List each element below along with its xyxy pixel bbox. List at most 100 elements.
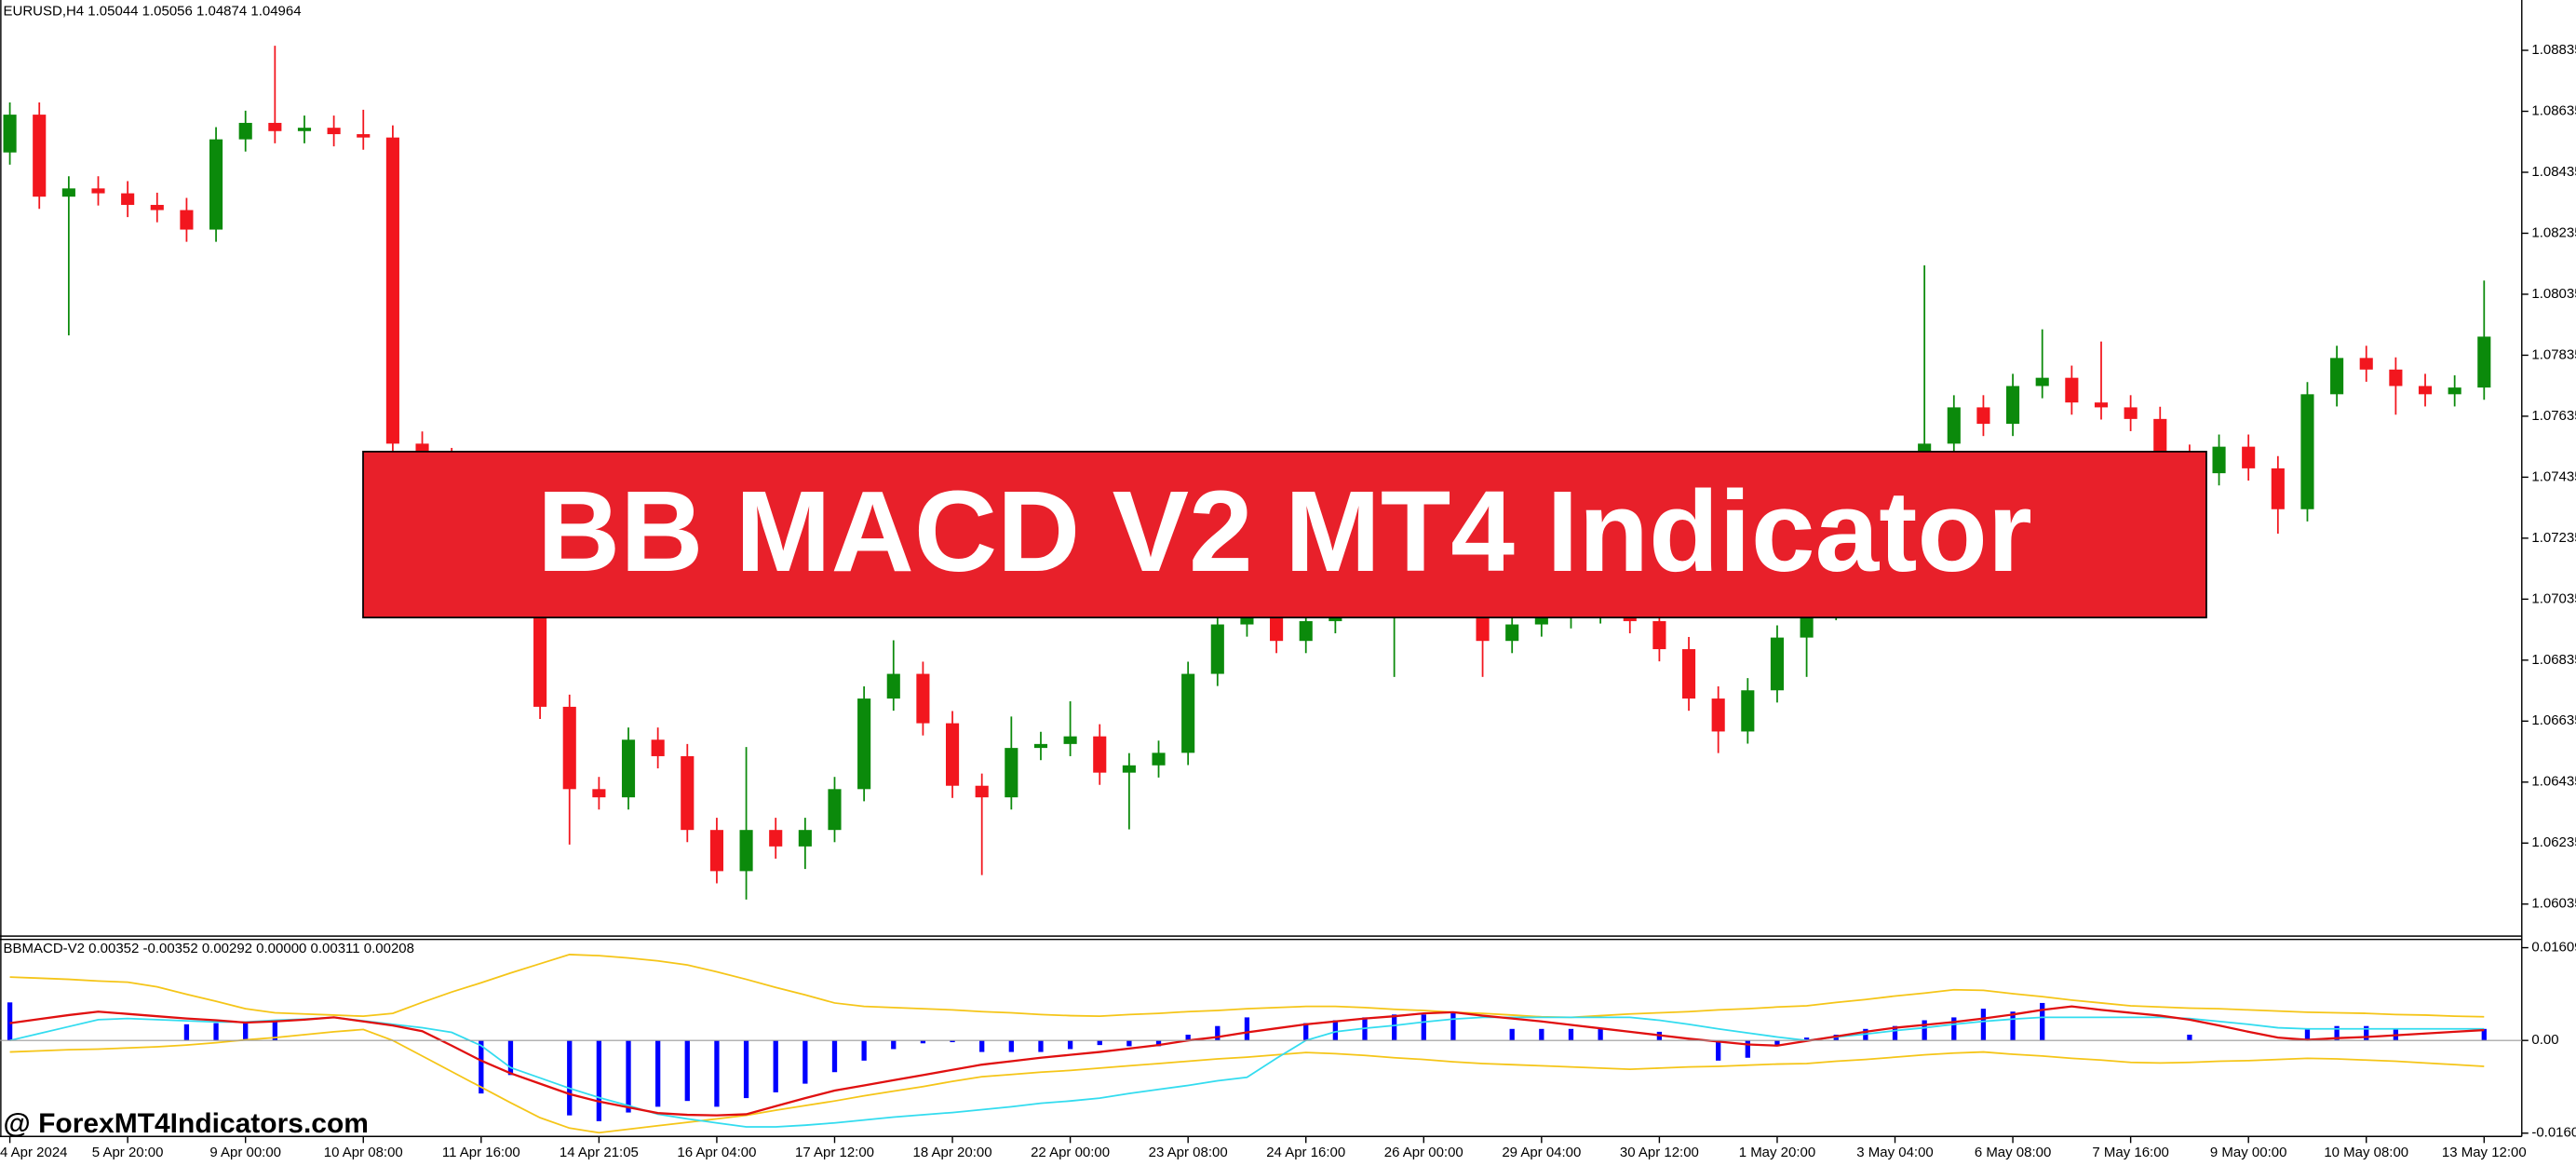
x-tick-label: 9 Apr 00:00 [209,1145,281,1160]
histogram-bar [1745,1040,1750,1058]
candle-body [945,723,960,786]
candle-body [1210,624,1224,674]
histogram-bar [861,1040,867,1061]
candle-body [2094,402,2109,408]
candle-body [2035,377,2049,386]
candle-body [91,188,105,194]
candle-body [1741,690,1755,732]
histogram-bar [1450,1011,1456,1041]
candle-body [2389,369,2403,386]
candle-body [327,128,341,135]
histogram-bar [1922,1020,1927,1041]
candle-body [2065,377,2079,403]
histogram-bar [1509,1028,1515,1041]
y-tick-label: 0.00 [2531,1032,2558,1048]
histogram-bar [1391,1014,1397,1041]
candle-body [2242,446,2256,468]
x-tick-label: 10 May 08:00 [2324,1145,2408,1160]
x-tick-label: 16 Apr 04:00 [677,1145,756,1160]
y-tick-label: 1.08835 [2531,42,2576,58]
candle-body [533,591,547,707]
histogram-bar [1598,1028,1603,1041]
candle-body [2006,386,2020,425]
indicator-title: BBMACD-V2 0.00352 -0.00352 0.00292 0.000… [4,941,414,956]
candle-body [1093,736,1107,773]
indicator-line [9,1028,2485,1134]
histogram-bar [950,1040,955,1043]
candle-body [651,739,665,756]
histogram-bar [1951,1017,1957,1041]
histogram-bar [2364,1025,2369,1041]
banner [362,451,2207,618]
y-tick-label: 1.06635 [2531,712,2576,728]
candle-body [1005,748,1018,798]
candle-body [1505,624,1519,642]
histogram-bar [714,1040,720,1107]
x-tick-label: 6 May 08:00 [1975,1145,2051,1160]
candle-body [1652,620,1666,650]
histogram-bar [1126,1040,1132,1047]
candle-body [3,115,17,153]
histogram-bar [2304,1028,2311,1041]
candle-body [33,115,47,197]
candle-body [2153,418,2167,457]
candle-body [886,673,900,699]
x-tick-label: 4 Apr 2024 [0,1145,68,1160]
candle-body [385,137,399,444]
indicator-line [9,954,2485,1019]
histogram-bar [2481,1028,2487,1041]
x-tick-label: 18 Apr 20:00 [913,1145,992,1160]
histogram-bar [743,1040,749,1099]
candle-body [1063,736,1077,744]
x-tick-label: 7 May 16:00 [2092,1145,2168,1160]
indicator-line [9,1005,2485,1117]
histogram-bar [1568,1028,1574,1041]
histogram-bar [1038,1040,1044,1052]
histogram-bar [1067,1040,1073,1050]
histogram-bar [2010,1011,2016,1041]
x-tick-label: 3 May 04:00 [1856,1145,1933,1160]
price-title: EURUSD,H4 1.05044 1.05056 1.04874 1.0496… [4,3,302,19]
histogram-bar [626,1040,631,1113]
histogram-bar [2040,1002,2045,1041]
x-tick-label: 23 Apr 08:00 [1149,1145,1228,1160]
histogram-bar [684,1040,690,1102]
histogram-bar [979,1040,985,1052]
candle-body [357,134,371,138]
candle-body [238,122,252,140]
histogram-bar [1185,1034,1191,1041]
candle-body [1534,616,1548,625]
y-tick-label: 1.08235 [2531,224,2576,240]
candle-body [769,830,783,847]
candle-body [916,673,930,724]
histogram-bar [567,1040,573,1116]
histogram-bar [7,1002,13,1041]
candle-body [180,210,194,230]
histogram-bar [1332,1020,1339,1041]
candle-body [1181,673,1195,753]
histogram-bar [1244,1017,1250,1041]
candle-body [2448,387,2461,395]
candle-body [150,205,164,210]
histogram-bar [1892,1025,1898,1041]
histogram-bar [1803,1037,1810,1041]
histogram-bar [831,1040,838,1073]
histogram-bar [1155,1040,1162,1047]
histogram-bar [1774,1040,1780,1047]
histogram-bar [272,1022,277,1041]
candle-body [2300,394,2314,509]
y-tick-label: 1.06435 [2531,774,2576,790]
candle-body [2271,468,2285,509]
histogram-bar [802,1040,808,1084]
y-tick-label: 1.07435 [2531,468,2576,484]
candle-body [975,785,989,798]
candle-body [592,789,606,798]
candle-body [2477,336,2491,388]
x-tick-label: 1 May 20:00 [1739,1145,1815,1160]
x-tick-label: 5 Apr 20:00 [92,1145,164,1160]
histogram-bar [1215,1025,1221,1041]
watermark: @ ForexMT4Indicators.com [4,1108,369,1139]
y-tick-label: 1.06035 [2531,896,2576,912]
y-tick-label: 1.08635 [2531,102,2576,118]
candle-body [2359,358,2373,370]
